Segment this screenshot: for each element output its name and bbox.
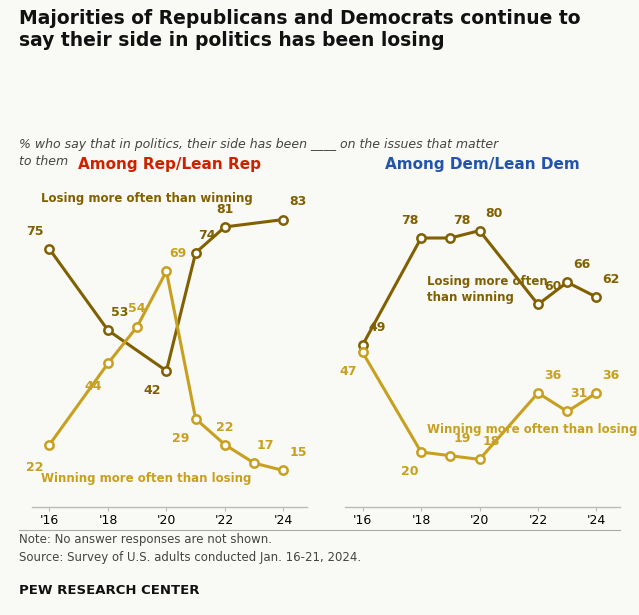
- Text: 54: 54: [128, 303, 146, 315]
- Text: 66: 66: [573, 258, 590, 271]
- Text: 42: 42: [143, 384, 160, 397]
- Text: 19: 19: [453, 432, 471, 445]
- Text: 80: 80: [486, 207, 503, 220]
- Text: Note: No answer responses are not shown.
Source: Survey of U.S. adults conducted: Note: No answer responses are not shown.…: [19, 533, 361, 564]
- Text: 22: 22: [216, 421, 234, 434]
- Text: 20: 20: [401, 465, 418, 478]
- Text: Losing more often
than winning: Losing more often than winning: [427, 275, 548, 304]
- Text: 49: 49: [369, 321, 386, 334]
- Text: Majorities of Republicans and Democrats continue to
say their side in politics h: Majorities of Republicans and Democrats …: [19, 9, 581, 50]
- Text: 22: 22: [26, 461, 43, 474]
- Text: Among Rep/Lean Rep: Among Rep/Lean Rep: [78, 157, 261, 172]
- Text: 81: 81: [216, 203, 234, 216]
- Text: PEW RESEARCH CENTER: PEW RESEARCH CENTER: [19, 584, 199, 597]
- Text: 60: 60: [544, 280, 561, 293]
- Text: Losing more often than winning: Losing more often than winning: [41, 192, 252, 205]
- Text: 15: 15: [289, 446, 307, 459]
- Text: 83: 83: [289, 196, 307, 208]
- Text: 69: 69: [169, 247, 187, 260]
- Text: 78: 78: [453, 214, 471, 227]
- Text: 44: 44: [84, 380, 102, 393]
- Text: 36: 36: [603, 369, 620, 382]
- Text: 29: 29: [173, 432, 190, 445]
- Text: 18: 18: [482, 435, 500, 448]
- Text: 78: 78: [401, 214, 418, 227]
- Text: 47: 47: [339, 365, 357, 378]
- Text: 62: 62: [603, 273, 620, 286]
- Text: 74: 74: [199, 229, 216, 242]
- Text: 36: 36: [544, 369, 561, 382]
- Text: Among Dem/Lean Dem: Among Dem/Lean Dem: [385, 157, 580, 172]
- Text: Winning more often than losing: Winning more often than losing: [427, 423, 637, 435]
- Text: % who say that in politics, their side has been ____ on the issues that matter
t: % who say that in politics, their side h…: [19, 138, 498, 169]
- Text: 17: 17: [257, 439, 275, 452]
- Text: 31: 31: [570, 387, 588, 400]
- Text: Winning more often than losing: Winning more often than losing: [41, 472, 251, 485]
- Text: 75: 75: [26, 225, 43, 238]
- Text: 53: 53: [111, 306, 128, 319]
